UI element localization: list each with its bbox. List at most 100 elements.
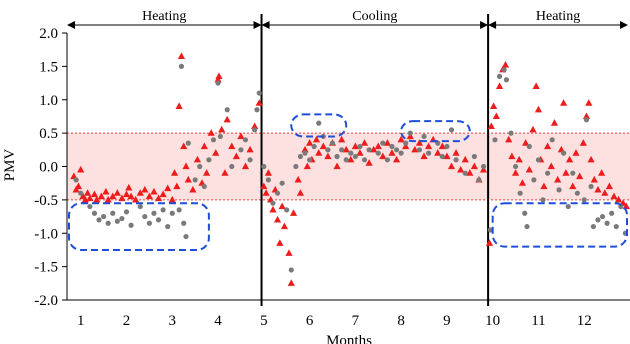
pmv-point-triangle (86, 194, 94, 202)
pmv-point-circle (416, 147, 423, 153)
pmv-point-triangle (237, 132, 245, 140)
pmv-point-circle (146, 220, 152, 226)
season-dividers (260, 14, 490, 306)
pmv-point-triangle (487, 122, 495, 130)
pmv-point-circle (380, 140, 386, 146)
highlight-boxes (68, 113, 628, 251)
pmv-point-triangle (164, 184, 172, 192)
pmv-point-triangle (170, 169, 179, 176)
pmv-point-triangle (547, 162, 555, 170)
pmv-point-triangle (601, 189, 609, 196)
pmv-point-triangle (113, 189, 121, 196)
pmv-point-triangle (93, 195, 101, 203)
pmv-point-triangle (447, 162, 456, 170)
pmv-point-triangle (415, 139, 424, 146)
pmv-point-triangle (594, 185, 602, 193)
pmv-point-triangle (582, 112, 591, 120)
pmv-point-circle (501, 67, 507, 73)
pmv-point-triangle (175, 102, 183, 110)
pmv-point-circle (224, 107, 230, 113)
pmv-point-triangle (351, 142, 359, 150)
pmv-point-triangle (218, 125, 226, 133)
pmv-point-circle (261, 163, 267, 170)
pmv-point-triangle (189, 185, 197, 193)
pmv-point-triangle (622, 202, 630, 210)
axes: 2.01.51.00.50.0-0.5-1.0-1.5-2.01 2 3 4 5 6 7 8 9… (34, 26, 630, 329)
season-arrow-head-left (261, 21, 270, 29)
pmv-point-circle (492, 137, 498, 143)
pmv-point-triangle (576, 172, 584, 180)
pmv-point-circle (549, 137, 555, 143)
pmv-point-circle (316, 120, 322, 126)
y-tick-label: -1.0 (34, 226, 58, 242)
pmv-point-triangle (511, 169, 520, 176)
pmv-point-triangle (296, 189, 305, 196)
pmv-point-circle (526, 143, 532, 150)
pmv-point-circle (556, 187, 562, 193)
pmv-point-triangle (315, 149, 323, 156)
pmv-point-triangle (104, 195, 112, 203)
y-tick-label: 2.0 (39, 26, 58, 42)
y-tick-label: 0.5 (39, 126, 58, 142)
pmv-point-triangle (540, 182, 548, 190)
pmv-point-triangle (287, 279, 295, 286)
pmv-point-triangle (215, 72, 223, 79)
pmv-point-circle (238, 147, 244, 153)
pmv-point-circle (311, 143, 317, 150)
pmv-point-circle (101, 213, 107, 220)
pmv-point-triangle (125, 183, 133, 191)
pmv-point-circle (247, 157, 253, 163)
pmv-point-circle (375, 150, 381, 156)
pmv-point-triangle (294, 175, 302, 183)
pmv-point-triangle (228, 142, 236, 150)
season-arrow-head-left (67, 21, 75, 29)
pmv-point-triangle (397, 135, 405, 143)
y-tick-label: -0.5 (34, 193, 58, 209)
pmv-point-triangle (485, 239, 494, 246)
pmv-point-triangle (83, 189, 92, 196)
pmv-point-triangle (74, 182, 83, 190)
pmv-point-triangle (136, 189, 144, 196)
pmv-point-circle (561, 150, 567, 156)
pmv-point-triangle (232, 152, 240, 160)
x-tick-label: 7 (352, 313, 360, 329)
pmv-point-triangle (388, 149, 396, 156)
pmv-point-circle (73, 177, 79, 183)
pmv-point-triangle (515, 155, 523, 163)
pmv-point-triangle (77, 165, 85, 173)
pmv-point-circle (192, 177, 198, 183)
pmv-point-circle (535, 157, 542, 163)
pmv-point-triangle (610, 192, 618, 200)
y-tick-label: -2.0 (34, 293, 58, 309)
pmv-point-triangle (223, 115, 231, 123)
pmv-point-circle (384, 157, 391, 163)
pmv-point-circle (508, 130, 514, 136)
pmv-point-triangle (425, 142, 433, 150)
pmv-point-triangle (374, 142, 382, 150)
pmv-point-circle (599, 213, 606, 220)
pmv-point-triangle (72, 185, 80, 193)
pmv-point-triangle (241, 162, 250, 170)
pmv-point-circle (325, 147, 331, 153)
pmv-point-circle (270, 200, 276, 206)
pmv-point-triangle (461, 155, 469, 163)
pmv-point-circle (389, 143, 395, 150)
pmv-point-circle (496, 73, 503, 79)
pmv-point-circle (583, 117, 590, 123)
highlight-box (290, 113, 348, 138)
pmv-point-circle (352, 153, 358, 160)
pmv-point-triangle (518, 179, 527, 186)
season-arrow-head-left (488, 21, 497, 29)
pmv-point-triangle (342, 145, 350, 153)
x-tick-label: 6 (306, 313, 314, 329)
pmv-point-circle (448, 127, 455, 133)
pmv-point-circle (169, 210, 175, 216)
pmv-point-circle (357, 143, 363, 150)
pmv-point-triangle (90, 190, 99, 198)
pmv-point-triangle (560, 99, 568, 106)
pmv-point-triangle (587, 155, 595, 163)
pmv-point-triangle (203, 169, 211, 176)
season-label: Cooling (352, 9, 397, 24)
pmv-point-circle (453, 157, 459, 163)
